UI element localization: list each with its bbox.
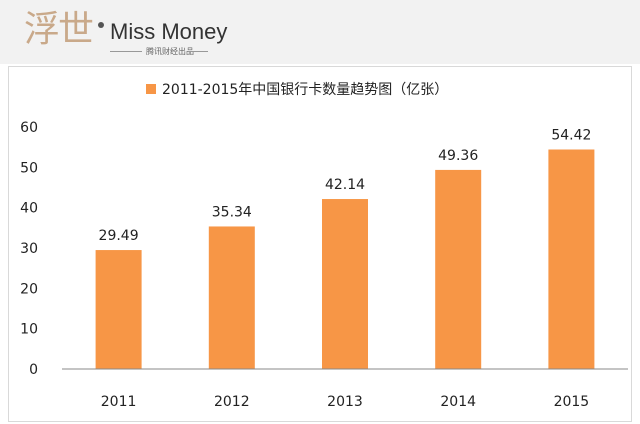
y-tick-label: 20 (20, 281, 38, 297)
bar-2011 (95, 250, 142, 369)
data-label: 42.14 (325, 177, 365, 193)
brand-logo-glyphs: 浮世 (24, 9, 94, 50)
x-tick-label: 2014 (440, 394, 476, 410)
legend-swatch (146, 84, 156, 94)
bar-2014 (435, 169, 482, 369)
y-tick-label: 60 (20, 120, 38, 136)
y-tick-label: 0 (29, 362, 38, 378)
bar-2013 (322, 199, 368, 369)
y-tick-label: 30 (20, 241, 38, 257)
x-tick-label: 2011 (101, 394, 137, 410)
chart-legend: 2011-2015年中国银行卡数量趋势图（亿张） (146, 82, 448, 98)
brand-separator-dot (98, 22, 104, 28)
brand-subtitle: 腾讯财经出品 (146, 47, 194, 56)
brand-header: 浮世 Miss Money 腾讯财经出品 (0, 0, 640, 64)
x-axis: 2011 2012 2013 2014 2015 (101, 394, 589, 410)
y-tick-label: 10 (20, 322, 38, 338)
data-label: 54.42 (551, 128, 591, 144)
data-labels: 29.49 35.34 42.14 49.36 54.42 (99, 128, 592, 245)
y-tick-label: 50 (20, 160, 38, 176)
y-axis: 0 10 20 30 40 50 60 (20, 120, 38, 378)
data-label: 49.36 (438, 148, 478, 164)
bar-2015 (548, 149, 595, 369)
data-label: 35.34 (212, 204, 252, 220)
brand-sub-divider-right (188, 51, 208, 52)
bar-2012 (208, 226, 255, 369)
x-tick-label: 2012 (214, 394, 250, 410)
legend-label: 2011-2015年中国银行卡数量趋势图（亿张） (162, 82, 448, 98)
data-label: 29.49 (99, 228, 139, 244)
bar-series (95, 149, 595, 369)
brand-sub-divider-left (110, 51, 142, 52)
x-tick-label: 2015 (554, 394, 590, 410)
x-tick-label: 2013 (327, 394, 363, 410)
y-tick-label: 40 (20, 201, 38, 217)
brand-name: Miss Money (110, 19, 228, 44)
